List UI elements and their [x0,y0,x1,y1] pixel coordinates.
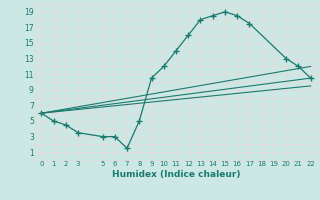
X-axis label: Humidex (Indice chaleur): Humidex (Indice chaleur) [112,170,240,179]
